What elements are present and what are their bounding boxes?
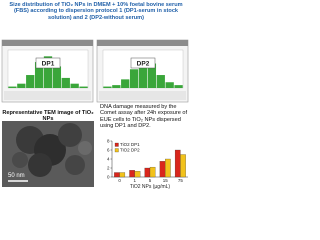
scale-bar-label: 50 nm bbox=[8, 173, 25, 179]
histogram-bar bbox=[8, 86, 17, 88]
x-tick-label: 0 bbox=[118, 178, 121, 183]
legend-swatch bbox=[114, 142, 119, 147]
histogram-bar bbox=[43, 56, 53, 88]
tem-image: 50 nm bbox=[2, 121, 94, 187]
bar bbox=[180, 154, 186, 178]
histogram-bar bbox=[17, 83, 26, 88]
tem-title: Representative TEM image of TiO₂ NPs bbox=[2, 110, 94, 123]
x-tick-label: 75 bbox=[178, 178, 184, 183]
x-tick-label: 15 bbox=[163, 178, 169, 183]
title: Size distribution of TiO₂ NPs in DMEM + … bbox=[9, 2, 183, 21]
histogram-bar bbox=[112, 85, 121, 88]
y-tick-label: 2 bbox=[107, 166, 110, 171]
bar bbox=[129, 170, 135, 178]
bar bbox=[174, 149, 181, 178]
histogram-bar bbox=[52, 66, 62, 88]
y-tick-label: 0 bbox=[107, 175, 110, 180]
histogram-bar bbox=[70, 83, 79, 88]
y-tick-label: 4 bbox=[107, 157, 110, 162]
panel-label: DP2 bbox=[137, 61, 150, 68]
x-axis-label: TiO2 NPs (µg/mL) bbox=[130, 184, 171, 189]
histogram-bar bbox=[121, 79, 130, 88]
bar bbox=[159, 161, 166, 178]
x-tick-label: 5 bbox=[149, 178, 152, 183]
bar bbox=[119, 172, 126, 178]
chart-title: DNA damage measured by the Comet assay a… bbox=[100, 104, 188, 130]
legend-label: TiO2 DP1 bbox=[120, 142, 140, 147]
histogram-bar bbox=[61, 77, 70, 88]
y-tick-label: 6 bbox=[107, 148, 110, 153]
graphical-abstract: {"header": {"title": "Size distribution … bbox=[0, 0, 191, 189]
histogram-bar bbox=[34, 62, 44, 88]
bar bbox=[144, 167, 151, 178]
histogram-bar bbox=[147, 63, 157, 88]
y-tick-label: 8 bbox=[107, 139, 110, 144]
histogram-bar bbox=[79, 86, 88, 88]
label-box bbox=[130, 57, 156, 69]
histogram-bar bbox=[26, 75, 35, 88]
bar bbox=[134, 171, 141, 178]
legend-label: TiO2 DP2 bbox=[120, 148, 140, 153]
histogram-bar bbox=[138, 59, 148, 88]
legend-swatch bbox=[114, 148, 119, 153]
bar bbox=[149, 166, 156, 178]
bar bbox=[114, 172, 120, 178]
histogram-bar bbox=[129, 69, 139, 88]
histogram-bar bbox=[156, 75, 165, 88]
panel-label: DP1 bbox=[42, 61, 55, 68]
bar bbox=[165, 158, 171, 178]
histogram-bar bbox=[165, 82, 174, 88]
histogram-bar bbox=[103, 86, 112, 88]
x-tick-label: 1 bbox=[134, 178, 137, 183]
histogram-bar bbox=[174, 85, 183, 88]
label-box bbox=[35, 57, 61, 69]
